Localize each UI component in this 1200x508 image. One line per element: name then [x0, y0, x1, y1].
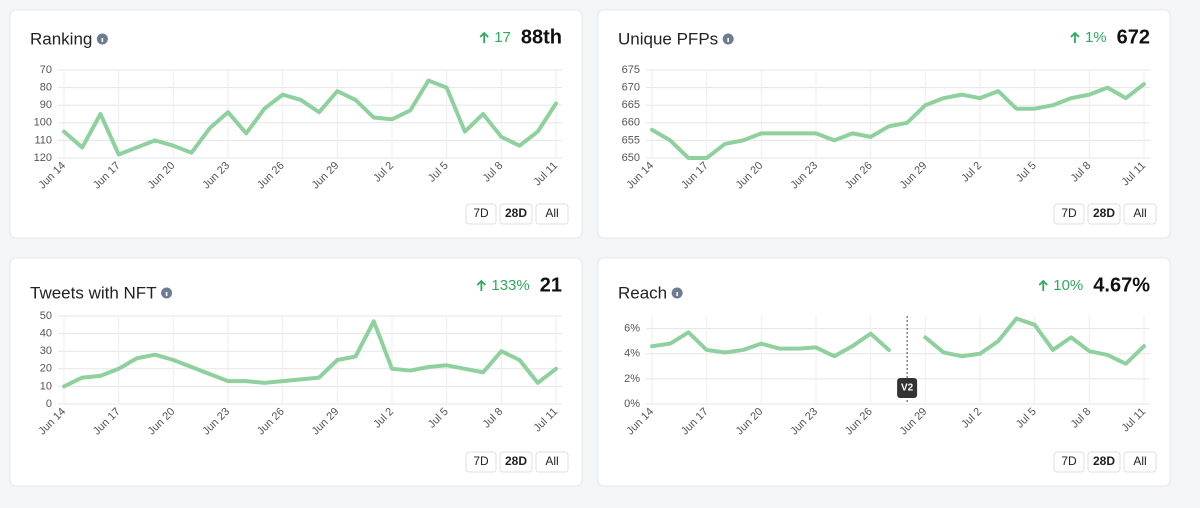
metric-value: 672	[1117, 26, 1150, 48]
range-button-label[interactable]: 7D	[1061, 454, 1077, 468]
range-button[interactable]	[499, 451, 533, 473]
metric-value: 21	[540, 274, 562, 296]
metric-value: 88th	[521, 26, 562, 48]
range-button[interactable]	[465, 451, 497, 473]
y-tick-label: 50	[40, 310, 52, 322]
metric-change: 1%	[1085, 29, 1107, 46]
info-icon-bar	[676, 292, 678, 296]
up-arrow	[1070, 31, 1080, 43]
range-button-label[interactable]: 28D	[1093, 454, 1115, 468]
data-line	[650, 316, 1146, 366]
annotation-badge	[897, 378, 918, 398]
y-tick-label: 100	[34, 117, 52, 129]
metric-change: 10%	[1053, 277, 1083, 294]
card-bg	[597, 257, 1171, 487]
y-tick-label: 10	[40, 380, 52, 392]
y-tick-label: 2%	[624, 373, 640, 385]
range-button-label[interactable]: All	[545, 454, 558, 468]
card-bg	[9, 9, 583, 239]
data-line	[62, 319, 558, 389]
range-button-label[interactable]: All	[545, 206, 558, 220]
range-button[interactable]	[499, 203, 533, 225]
range-button-label[interactable]: All	[1133, 454, 1146, 468]
data-line	[62, 78, 558, 157]
range-button-label[interactable]: 28D	[1093, 206, 1115, 220]
range-button-label[interactable]: 7D	[473, 206, 489, 220]
card-title: Ranking	[30, 29, 92, 48]
y-tick-label: 6%	[624, 322, 640, 334]
y-tick-label: 80	[40, 82, 52, 94]
metric-change: 17	[494, 29, 511, 46]
range-button-label[interactable]: 7D	[1061, 206, 1077, 220]
up-arrow	[479, 31, 489, 43]
y-tick-label: 665	[622, 99, 640, 111]
range-button[interactable]	[1123, 451, 1157, 473]
data-line	[650, 82, 1146, 160]
y-tick-label: 0	[46, 398, 52, 410]
info-icon-bar	[165, 292, 168, 296]
y-tick-label: 4%	[624, 348, 640, 360]
y-tick-label: 70	[40, 64, 52, 76]
up-arrow	[476, 279, 487, 291]
card-bg	[597, 9, 1171, 239]
range-button[interactable]	[535, 451, 569, 473]
range-button-label[interactable]: 28D	[505, 206, 527, 220]
info-icon-bar	[727, 38, 729, 42]
card-title: Reach	[618, 283, 667, 302]
y-tick-label: 650	[622, 152, 640, 164]
y-tick-label: 0%	[624, 398, 640, 410]
range-button-label[interactable]: 28D	[505, 454, 527, 468]
y-tick-label: 670	[622, 82, 640, 94]
annotation-label: V2	[901, 383, 914, 394]
card-bg	[9, 257, 583, 487]
range-button[interactable]	[1087, 203, 1121, 225]
y-tick-label: 655	[622, 134, 640, 146]
y-tick-label: 20	[40, 363, 52, 375]
card: Reach 4.67%10%0%2%4%6%Jun 14 Jun 17 Jun 20 J…	[597, 257, 1171, 487]
range-button[interactable]	[1123, 203, 1157, 225]
card-title: Tweets with NFT	[30, 283, 157, 302]
y-tick-label: 110	[34, 134, 52, 146]
range-button[interactable]	[1053, 203, 1085, 225]
y-tick-label: 675	[622, 64, 640, 76]
y-tick-label: 120	[34, 152, 52, 164]
range-button[interactable]	[535, 203, 569, 225]
metric-value: 4.67%	[1093, 274, 1150, 296]
up-arrow	[1038, 279, 1048, 291]
y-tick-label: 90	[40, 99, 52, 111]
y-tick-label: 660	[622, 117, 640, 129]
info-icon-bar	[101, 38, 104, 42]
card-title: Unique PFPs	[618, 29, 718, 48]
range-button-label[interactable]: All	[1133, 206, 1146, 220]
y-tick-label: 40	[40, 328, 52, 340]
y-tick-label: 30	[40, 345, 52, 357]
range-button-label[interactable]: 7D	[473, 454, 489, 468]
range-button[interactable]	[465, 203, 497, 225]
range-button[interactable]	[1053, 451, 1085, 473]
metric-change: 133%	[491, 277, 529, 294]
range-button[interactable]	[1087, 451, 1121, 473]
